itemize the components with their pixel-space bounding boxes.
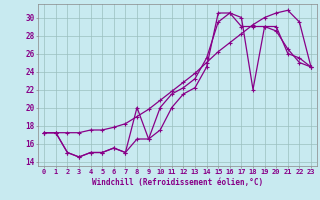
X-axis label: Windchill (Refroidissement éolien,°C): Windchill (Refroidissement éolien,°C) (92, 178, 263, 187)
